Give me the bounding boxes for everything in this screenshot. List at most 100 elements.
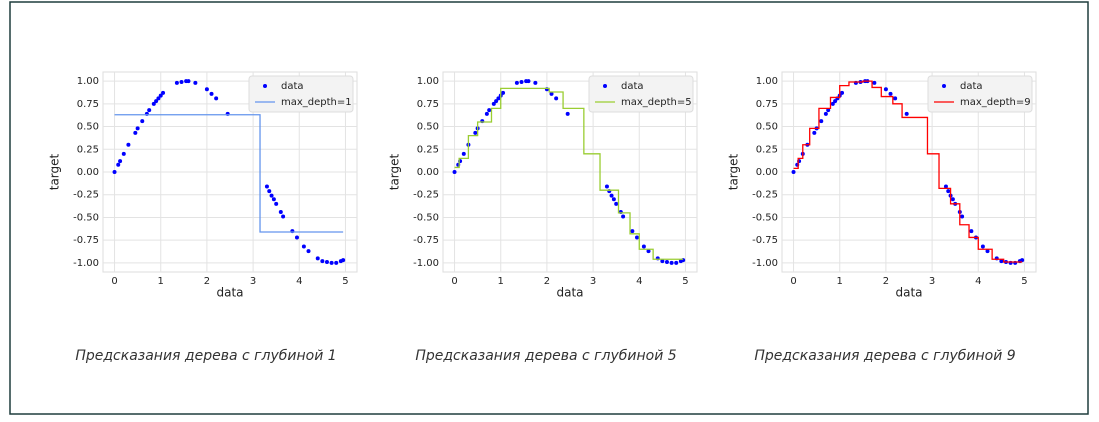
data-point [158,93,163,98]
legend-box [588,75,694,113]
data-point [943,184,948,189]
data-point [669,260,674,265]
y-tick-label: -0.25 [413,190,439,201]
data-point [269,193,274,198]
data-point [341,258,346,263]
data-point [264,184,269,189]
x-tick-label: 3 [250,276,256,287]
x-tick-label: 4 [975,276,981,287]
x-tick-label: 2 [883,276,889,287]
data-point [334,260,339,265]
data-point [1020,258,1025,263]
x-axis-label: data [895,286,922,300]
y-tick-label: 0.25 [417,144,439,155]
legend-label: max_depth=5 [621,97,692,108]
x-tick-label: 5 [682,276,688,287]
y-tick-label: 0.50 [77,122,99,133]
y-axis-label: target [48,153,62,190]
data-point [960,214,965,219]
data-point [209,91,214,96]
y-tick-label: 0.75 [417,99,439,110]
data-point [533,80,538,85]
data-point [614,201,619,206]
data-point [274,201,279,206]
y-tick-label: -0.50 [413,212,439,223]
legend-label: data [621,81,644,92]
data-point [324,260,329,264]
legend-box [927,75,1033,113]
data-point [214,96,219,101]
data-point [204,87,209,92]
data-point [946,189,951,194]
data-point [565,111,570,116]
data-point [985,249,990,254]
chart-caption: Предсказания дерева с глубиной 9 [754,348,1015,364]
data-point [840,90,845,95]
data-point [151,101,156,106]
data-point [179,80,184,84]
data-point [294,235,299,240]
x-tick-label: 1 [158,276,164,287]
data-point [186,79,191,84]
data-point [193,80,198,85]
data-point [826,108,831,113]
data-point [664,260,669,264]
step-line [114,114,344,233]
data-point [830,101,835,106]
legend-label: data [281,81,304,92]
y-tick-label: -0.75 [73,235,99,246]
y-tick-label: -1.00 [73,258,99,269]
data-point [487,108,492,113]
y-axis-label: target [388,153,402,190]
y-tick-label: -1.00 [413,258,439,269]
y-tick-label: 0.00 [756,167,778,178]
x-tick-label: 1 [498,276,504,287]
data-point [112,170,117,174]
x-tick-label: 1 [837,276,843,287]
x-tick-label: 2 [204,276,210,287]
y-tick-label: -0.25 [752,190,778,201]
data-point [888,91,893,96]
data-point [174,80,179,85]
data-point [121,151,126,156]
data-point [641,244,646,249]
x-tick-label: 4 [296,276,302,287]
x-tick-label: 0 [790,276,796,287]
data-point [267,189,272,194]
data-point [621,214,626,219]
y-tick-label: -0.75 [752,235,778,246]
data-point [315,256,320,261]
data-point [494,99,499,104]
step-line [793,80,1023,263]
data-point [306,249,311,254]
data-point [116,162,121,167]
data-point [133,130,138,135]
step-line [454,87,684,260]
data-point [473,130,478,135]
data-point [140,119,145,124]
data-point [126,142,131,147]
data-point [452,170,457,174]
data-point [630,229,635,234]
y-tick-label: -0.75 [413,235,439,246]
data-point [883,87,888,92]
data-point [281,214,286,219]
data-point [980,244,985,249]
data-point [519,80,524,84]
y-tick-label: 0.00 [77,167,99,178]
y-tick-label: 0.25 [77,144,99,155]
x-axis-label: data [556,286,583,300]
x-tick-label: 5 [342,276,348,287]
data-point [634,235,639,240]
y-tick-label: 1.00 [756,76,778,87]
data-point [496,96,501,101]
y-tick-label: 0.75 [756,99,778,110]
data-point [893,96,898,101]
y-tick-label: 0.25 [756,144,778,155]
x-tick-label: 0 [111,276,117,287]
data-point [904,111,909,116]
legend-swatch [942,84,946,88]
data-point [969,229,974,234]
